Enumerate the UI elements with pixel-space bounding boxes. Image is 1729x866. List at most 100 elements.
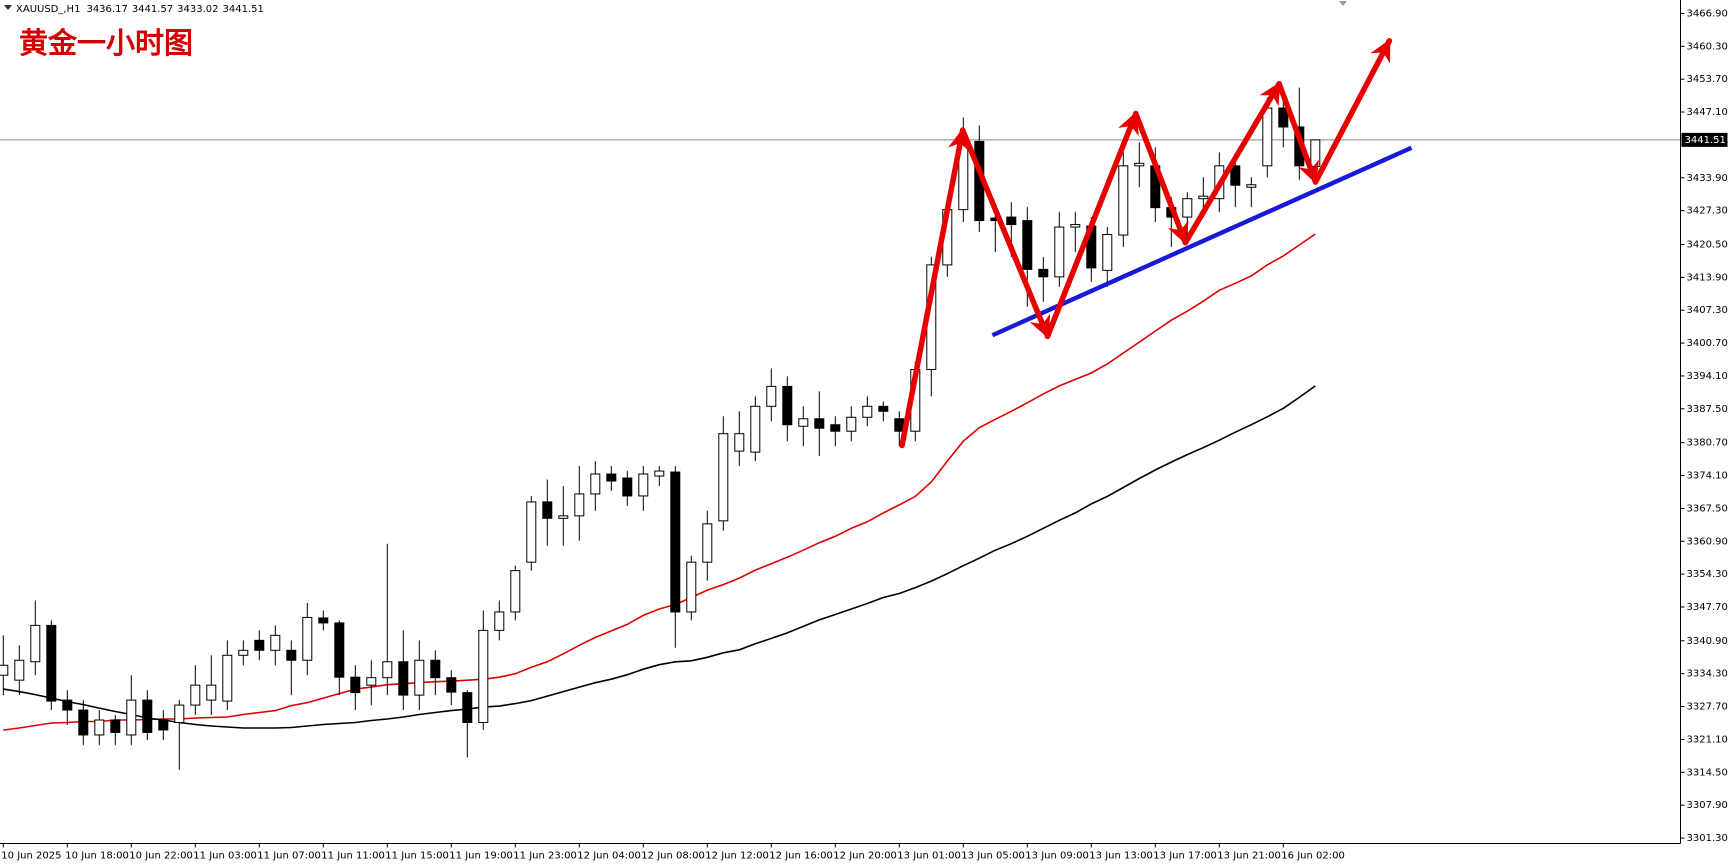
candle-body xyxy=(1278,107,1289,128)
arrow xyxy=(1044,110,1139,340)
header-open: 3436.17 xyxy=(86,4,127,15)
y-tick-label: 3400.70 xyxy=(1687,338,1728,349)
zigzag-arrows xyxy=(899,38,1393,449)
candle-body xyxy=(574,493,585,517)
price-label-box xyxy=(1681,132,1728,147)
y-tick-label: 3433.90 xyxy=(1687,173,1728,184)
candle-body xyxy=(46,624,57,702)
candle-body xyxy=(318,617,329,624)
y-tick-label: 3321.10 xyxy=(1687,734,1728,745)
arrow xyxy=(1133,110,1189,246)
candle-body xyxy=(334,622,345,678)
y-tick-label: 3334.30 xyxy=(1687,669,1728,680)
y-tick-label: 3354.30 xyxy=(1687,569,1728,580)
x-tick-label: 13 Jun 01:00 xyxy=(897,851,961,862)
candle-body xyxy=(606,473,617,482)
y-tick-label: 3453.70 xyxy=(1687,74,1728,85)
x-tick-label: 12 Jun 08:00 xyxy=(641,851,705,862)
y-tick-label: 3314.50 xyxy=(1687,767,1728,778)
y-tick-label: 3347.70 xyxy=(1687,602,1728,613)
x-tick-label: 12 Jun 12:00 xyxy=(705,851,769,862)
y-tick-label: 3460.30 xyxy=(1687,41,1728,52)
arrow xyxy=(1182,81,1282,246)
candle-body xyxy=(478,629,489,724)
candle-body xyxy=(878,405,889,412)
x-tick-label: 12 Jun 16:00 xyxy=(769,851,833,862)
candle-body xyxy=(510,570,521,613)
x-tick-label: 10 Jun 2025 xyxy=(1,851,61,862)
y-tick-label: 3340.90 xyxy=(1687,636,1728,647)
candle-body xyxy=(206,684,217,701)
x-tick-label: 11 Jun 23:00 xyxy=(513,851,577,862)
x-tick-label: 10 Jun 18:00 xyxy=(65,851,129,862)
candle-body xyxy=(718,433,729,522)
symbol: XAUUSD_,H1 xyxy=(16,4,80,15)
x-tick-label: 13 Jun 09:00 xyxy=(1025,851,1089,862)
candle-body xyxy=(398,661,409,696)
candle-body xyxy=(174,704,185,724)
x-tick-label: 11 Jun 15:00 xyxy=(385,851,449,862)
candle-body xyxy=(622,477,633,497)
candle-body xyxy=(446,677,457,693)
candle-body xyxy=(558,515,569,519)
y-tick-label: 3394.10 xyxy=(1687,371,1728,382)
y-tick-label: 3301.30 xyxy=(1687,833,1728,844)
arrow xyxy=(899,127,970,449)
candle-body xyxy=(1182,198,1193,218)
candle-body xyxy=(1310,139,1321,167)
candle-body xyxy=(1070,224,1081,228)
arrow xyxy=(1312,38,1393,185)
candle-body xyxy=(846,416,857,432)
candle-body xyxy=(494,611,505,631)
candle-body xyxy=(670,471,681,613)
moving-average xyxy=(3,385,1316,729)
candle-body xyxy=(862,405,873,418)
header-close: 3441.51 xyxy=(223,4,264,15)
y-tick-label: 3413.90 xyxy=(1687,272,1728,283)
candle-body xyxy=(350,676,361,694)
y-tick-label: 3420.50 xyxy=(1687,239,1728,250)
candle-body xyxy=(830,424,841,432)
y-tick-label: 3466.90 xyxy=(1687,8,1728,19)
candle-body xyxy=(1102,234,1113,271)
y-tick-label: 3367.50 xyxy=(1687,503,1728,514)
candle-body xyxy=(222,654,233,702)
x-tick-label: 11 Jun 07:00 xyxy=(257,851,321,862)
candle-body xyxy=(702,523,713,563)
candle-body xyxy=(734,433,745,452)
candle-body xyxy=(254,639,265,651)
candle-body xyxy=(382,661,393,679)
moving-average xyxy=(3,233,1316,731)
candle-body xyxy=(286,649,297,661)
header-low: 3433.02 xyxy=(177,4,218,15)
candle-body xyxy=(430,659,441,679)
y-tick-label: 3447.10 xyxy=(1687,107,1728,118)
x-tick-label: 12 Jun 20:00 xyxy=(833,851,897,862)
candle-body xyxy=(270,634,281,651)
candle-body xyxy=(78,709,89,736)
scroll-marker xyxy=(1339,1,1347,6)
x-tick-label: 13 Jun 05:00 xyxy=(961,851,1025,862)
candle-body xyxy=(1022,220,1033,270)
candle-body xyxy=(590,473,601,495)
price-label: 3441.51 xyxy=(1685,135,1726,146)
y-tick-label: 3360.90 xyxy=(1687,536,1728,547)
candle-body xyxy=(1118,165,1129,236)
y-tick-label: 3407.30 xyxy=(1687,305,1728,316)
candle-body xyxy=(302,616,313,661)
arrow xyxy=(959,127,1051,340)
x-tick-label: 10 Jun 22:00 xyxy=(129,851,193,862)
candle-body xyxy=(142,699,153,733)
menu-icon[interactable] xyxy=(4,5,12,10)
candle-body xyxy=(190,684,201,706)
candle-body xyxy=(0,664,9,676)
candle-body xyxy=(1246,184,1257,188)
candle-body xyxy=(1038,268,1049,278)
candle-body xyxy=(686,561,697,613)
candle-body xyxy=(158,719,169,731)
x-tick-label: 13 Jun 21:00 xyxy=(1217,851,1281,862)
candle-body xyxy=(654,470,665,477)
candle-body xyxy=(14,659,25,681)
